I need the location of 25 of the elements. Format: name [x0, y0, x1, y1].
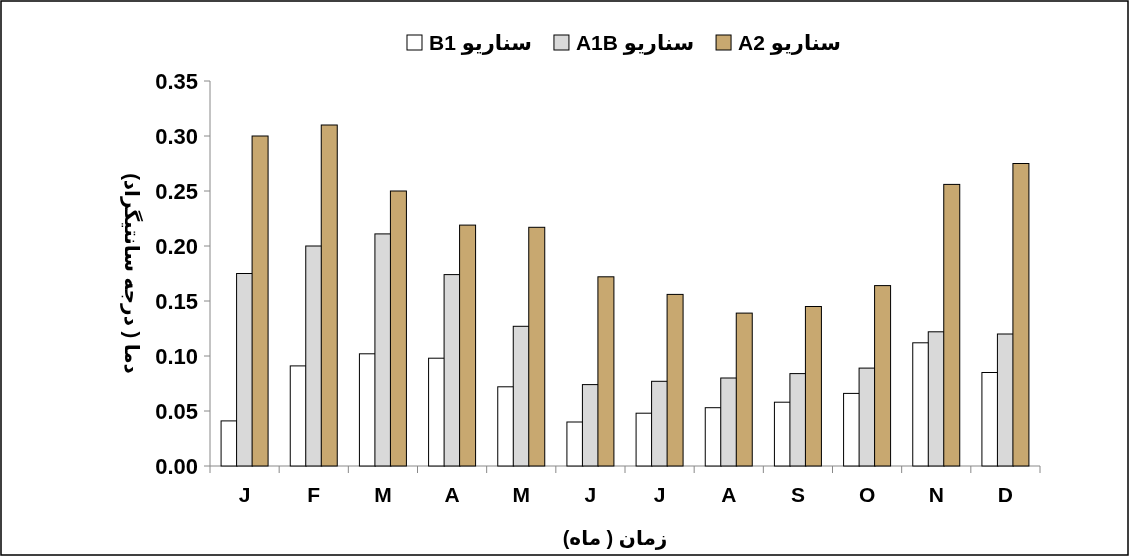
- x-tick-label: O: [858, 483, 876, 506]
- legend-label: سناریو A1B: [575, 31, 695, 55]
- x-tick-label: F: [307, 483, 321, 506]
- x-tick-label: M: [374, 483, 392, 506]
- x-tick-label: A: [444, 483, 460, 506]
- x-tick-label: S: [790, 483, 805, 506]
- y-tick-label: 0.30: [155, 124, 198, 149]
- y-tick-label: 0.20: [155, 234, 198, 259]
- y-tick-label: 0.25: [155, 179, 198, 204]
- y-axis-title: دما ( درجه سانتیگراد): [120, 173, 144, 374]
- legend-label: سناریو A2: [738, 31, 842, 55]
- x-tick-label: J: [653, 483, 666, 506]
- x-tick-label: J: [584, 483, 597, 506]
- y-tick-label: 0.10: [155, 344, 198, 369]
- x-axis-title: زمان ( ماه): [562, 527, 668, 550]
- y-tick-label: 0.15: [155, 289, 198, 314]
- x-tick-label: N: [928, 483, 944, 506]
- legend-label: سناریو B1: [428, 31, 532, 55]
- x-tick-label: D: [997, 483, 1013, 506]
- x-tick-label: A: [721, 483, 737, 506]
- y-tick-label: 0.05: [155, 399, 198, 424]
- x-tick-label: M: [512, 483, 530, 506]
- y-tick-label: 0.35: [155, 69, 198, 94]
- y-tick-label: 0.00: [155, 454, 198, 479]
- x-tick-label: J: [238, 483, 251, 506]
